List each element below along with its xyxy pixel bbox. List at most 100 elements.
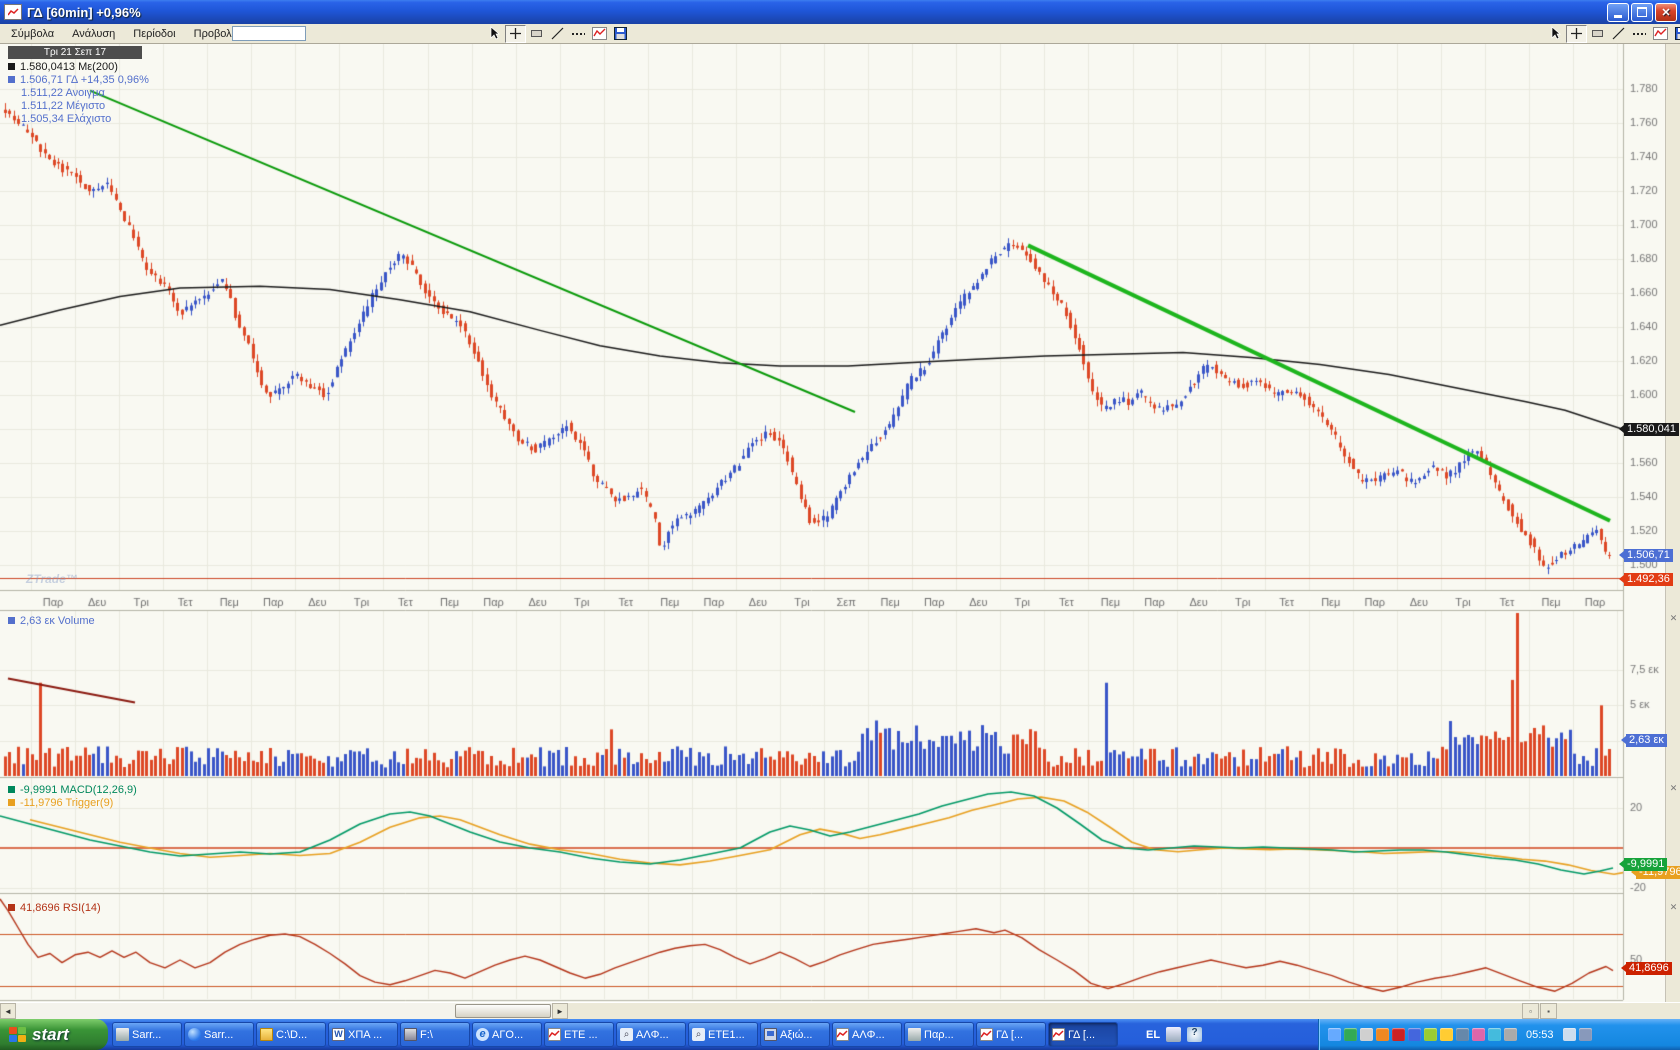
legend-swatch-icon	[8, 63, 15, 70]
tray-icon-10[interactable]	[1488, 1028, 1501, 1041]
menu-Σύμβολα[interactable]: Σύμβολα	[11, 27, 55, 40]
dotted-line-tool-icon[interactable]	[1629, 25, 1650, 43]
tray-icon-1[interactable]	[1344, 1028, 1357, 1041]
tray-icon-4[interactable]	[1392, 1028, 1405, 1041]
task-button-12[interactable]: ΓΔ [...	[976, 1022, 1046, 1047]
chart-tool-icon[interactable]	[589, 25, 610, 43]
window-titlebar: ΓΔ [60min] +0,96% ✕	[0, 0, 1680, 24]
crosshair-date-label: Τρι 21 Σεπ 17	[8, 46, 142, 59]
app-gray-icon	[116, 1028, 129, 1041]
chart-icon	[1052, 1028, 1065, 1041]
task-button-0[interactable]: Sarr...	[112, 1022, 182, 1047]
cursor-tool-icon[interactable]	[484, 25, 505, 43]
symbol-input[interactable]	[232, 26, 306, 41]
dotted-line-tool-icon[interactable]	[568, 25, 589, 43]
box-tool-icon[interactable]	[1587, 25, 1608, 43]
save-tool-icon[interactable]	[610, 25, 631, 43]
chart-icon	[980, 1028, 993, 1041]
task-button-11[interactable]: Παρ...	[904, 1022, 974, 1047]
volume-value-badge: 2,63 εκ	[1621, 734, 1667, 747]
chart-icon	[548, 1028, 561, 1041]
task-button-1[interactable]: Sarr...	[184, 1022, 254, 1047]
system-tray: 05:53	[1318, 1019, 1680, 1050]
tray-icon-5[interactable]	[1408, 1028, 1421, 1041]
support-price-badge: 1.492,36	[1619, 573, 1673, 586]
scrollbar-track[interactable]	[0, 1003, 568, 1019]
toolbar-center	[484, 24, 631, 43]
globe-icon	[188, 1028, 201, 1041]
clock: 05:53	[1526, 1028, 1554, 1041]
zoom-in-mini-button[interactable]: ▪	[1540, 1003, 1557, 1019]
task-button-3[interactable]: W ΧΠΑ ...	[328, 1022, 398, 1047]
tray-icon-3[interactable]	[1376, 1028, 1389, 1041]
task-button-7[interactable]: ⌕ ΑΛΦ...	[616, 1022, 686, 1047]
tray-icon-2[interactable]	[1360, 1028, 1373, 1041]
language-indicator[interactable]: EL ?	[1146, 1019, 1203, 1050]
tray-icon-7[interactable]	[1440, 1028, 1453, 1041]
task-button-10[interactable]: ΑΛΦ...	[832, 1022, 902, 1047]
close-macd-pane-icon[interactable]: ✕	[1669, 783, 1678, 793]
scroll-right-button[interactable]: ►	[552, 1003, 568, 1019]
volume-swatch-icon	[8, 617, 15, 624]
crosshair-tool-icon[interactable]	[505, 24, 526, 43]
task-button-5[interactable]: e ΑΓΟ...	[472, 1022, 542, 1047]
line-tool-icon[interactable]	[547, 25, 568, 43]
menu-Ανάλυση[interactable]: Ανάλυση	[72, 27, 116, 40]
scroll-left-button[interactable]: ◄	[0, 1003, 16, 1019]
task-button-9[interactable]: Αξιώ...	[760, 1022, 830, 1047]
ie-icon: e	[476, 1028, 489, 1041]
zoom-out-mini-button[interactable]: ▫	[1522, 1003, 1539, 1019]
task-button-6[interactable]: ΕΤΕ ...	[544, 1022, 614, 1047]
line-tool-icon[interactable]	[1608, 25, 1629, 43]
tray-icon-6[interactable]	[1424, 1028, 1437, 1041]
drive-icon	[404, 1028, 417, 1041]
minimize-button[interactable]	[1607, 2, 1629, 22]
tray-icon-11[interactable]	[1504, 1028, 1517, 1041]
task-button-2[interactable]: C:\D...	[256, 1022, 326, 1047]
close-button[interactable]: ✕	[1655, 2, 1677, 22]
task-button-13[interactable]: ΓΔ [...	[1048, 1022, 1118, 1047]
toolbar-right	[1545, 24, 1680, 43]
save-tool-icon[interactable]	[1671, 25, 1680, 43]
chart-legend: Τρι 21 Σεπ 17 1.580,0413 Με(200) 1.506,71…	[8, 46, 149, 125]
tray-extra-icon-1[interactable]	[1578, 1028, 1592, 1041]
menubar: Σύμβολα Ανάλυση Περίοδοι Προβολή	[0, 24, 1680, 44]
mag-icon: ⌕	[620, 1028, 633, 1041]
chart-tool-icon[interactable]	[1650, 25, 1671, 43]
menu-Περίοδοι[interactable]: Περίοδοι	[133, 27, 176, 40]
chart-icon	[836, 1028, 849, 1041]
crosshair-tool-icon[interactable]	[1566, 24, 1587, 43]
rsi-value-badge: 41,8696	[1621, 962, 1672, 975]
task-button-4[interactable]: F:\	[400, 1022, 470, 1047]
box-tool-icon[interactable]	[526, 25, 547, 43]
legend-row-4: 1.505,34 Ελάχιστο	[21, 112, 112, 125]
close-volume-pane-icon[interactable]: ✕	[1669, 613, 1678, 623]
legend-row-1: 1.506,71 ΓΔ +14,35 0,96%	[8, 73, 149, 86]
ztrade-watermark: ZTrade™	[26, 572, 78, 586]
pane-controls-strip	[1665, 44, 1680, 1002]
help-icon[interactable]: ?	[1187, 1027, 1203, 1042]
keyboard-icon[interactable]	[1166, 1027, 1182, 1042]
start-button[interactable]: start	[0, 1019, 108, 1050]
tray-icon-8[interactable]	[1456, 1028, 1469, 1041]
legend-row-2: 1.511,22 Ανοιγμα	[21, 86, 105, 99]
scrollbar-thumb[interactable]	[455, 1004, 551, 1018]
task-button-8[interactable]: ⌕ ΕΤΕ1...	[688, 1022, 758, 1047]
chart-canvas[interactable]	[0, 44, 1680, 1002]
macd-value-badge: -9,9991	[1618, 858, 1668, 871]
last-price-badge: 1.506,71	[1619, 549, 1673, 562]
tray-extra-icon-0[interactable]	[1562, 1028, 1576, 1041]
tray-icon-0[interactable]	[1328, 1028, 1341, 1041]
app-chart-icon	[4, 4, 22, 20]
menu-Προβολή[interactable]: Προβολή	[193, 27, 238, 40]
legend-row-0: 1.580,0413 Με(200)	[8, 60, 149, 73]
ma-value-badge: 1.580,041	[1619, 423, 1679, 436]
windows-logo-icon	[9, 1027, 26, 1042]
tray-icon-9[interactable]	[1472, 1028, 1485, 1041]
doc-icon: W	[332, 1028, 345, 1041]
close-rsi-pane-icon[interactable]: ✕	[1669, 902, 1678, 912]
app-gray-icon	[908, 1028, 921, 1041]
restore-button[interactable]	[1631, 2, 1653, 22]
mag-icon: ⌕	[692, 1028, 705, 1041]
cursor-tool-icon[interactable]	[1545, 25, 1566, 43]
